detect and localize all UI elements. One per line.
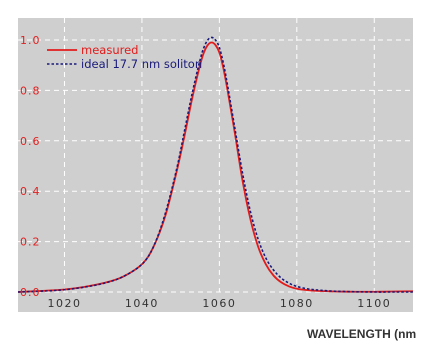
y-tick-label: 0.8 [20,84,41,97]
series-line-ideal-soliton [17,36,413,293]
y-tick-label: 0.6 [20,135,41,148]
legend-label-measured: measured [81,43,138,57]
x-tick-labels: 1020 1040 1060 1080 1100 [47,297,391,310]
x-tick-label: 1060 [202,297,236,310]
y-tick-label: 1.0 [20,34,41,47]
y-tick-label: 0.4 [20,185,41,198]
x-tick-label: 1040 [125,297,159,310]
y-tick-label: 0.0 [20,286,41,299]
x-tick-label: 1080 [280,297,314,310]
y-tick-labels: 0.0 0.2 0.4 0.6 0.8 1.0 [20,34,41,299]
legend-label-ideal-soliton: ideal 17.7 nm soliton [81,57,202,71]
x-tick-label: 1020 [47,297,81,310]
grid [18,18,413,293]
series-layer [17,36,414,293]
x-tick-label: 1100 [357,297,391,310]
plot-background [18,18,413,312]
y-tick-label: 0.2 [20,236,41,249]
x-axis-label: WAVELENGTH (nm [307,327,416,341]
